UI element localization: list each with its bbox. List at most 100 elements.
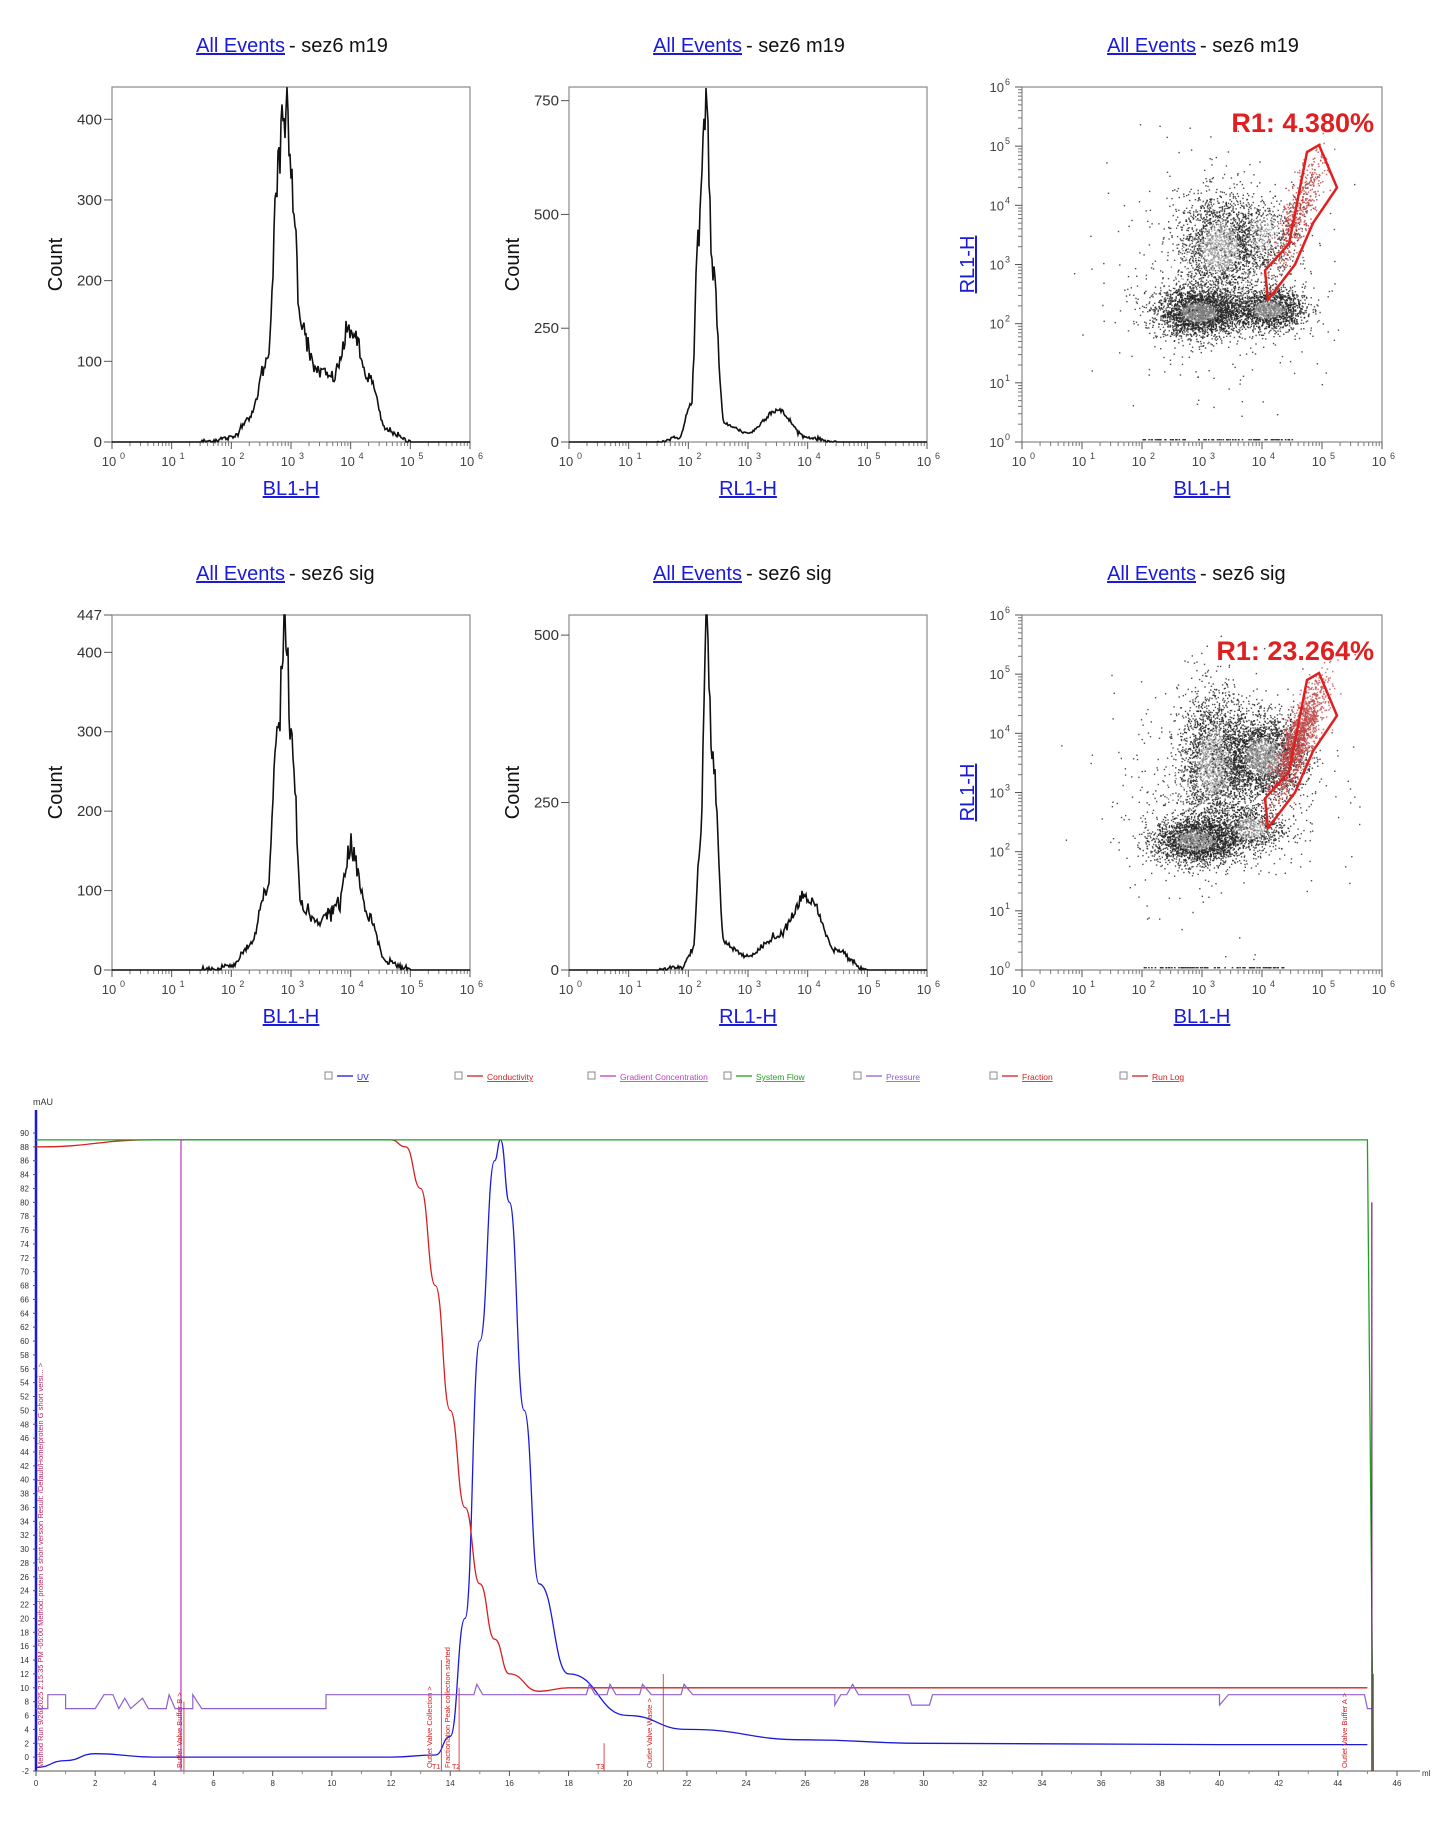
event-dot: [1182, 327, 1183, 328]
event-dot: [1230, 323, 1231, 324]
event-dot: [1278, 312, 1279, 313]
event-dot: [1161, 303, 1162, 304]
event-dot: [1166, 295, 1167, 296]
event-dot: [1208, 311, 1209, 312]
event-dot: [1248, 288, 1249, 289]
event-dot: [1147, 311, 1148, 312]
event-dot: [1296, 333, 1297, 334]
event-dot: [1276, 324, 1277, 325]
event-dot: [1219, 329, 1220, 330]
x-tick-label: 10: [1132, 454, 1146, 469]
event-dot: [1169, 314, 1170, 315]
event-dot: [1258, 304, 1259, 305]
event-dot: [1196, 325, 1197, 326]
event-dot: [1149, 320, 1150, 321]
event-dot: [1224, 320, 1225, 321]
event-dot: [1270, 287, 1271, 288]
event-dot: [1291, 302, 1292, 303]
event-dot: [1233, 310, 1234, 311]
event-dot: [1165, 340, 1166, 341]
event-dot: [1305, 286, 1306, 287]
event-dot: [1276, 315, 1277, 316]
event-dot: [1165, 308, 1166, 309]
x-tick-label: 10: [618, 454, 632, 469]
event-dot: [1284, 308, 1285, 309]
event-dot: [1187, 302, 1188, 303]
panel-title-text: - sez6 m19: [289, 35, 388, 57]
event-dot: [1257, 319, 1258, 320]
event-dot: [1183, 334, 1184, 335]
event-dot: [1170, 297, 1171, 298]
event-dot: [1203, 342, 1204, 343]
x-tick-exponent: 2: [1150, 451, 1155, 461]
event-dot: [1180, 285, 1181, 286]
event-dot: [1137, 303, 1138, 304]
event-dot: [1160, 317, 1161, 318]
event-dot: [1245, 313, 1246, 314]
event-dot: [1144, 292, 1145, 293]
event-dot: [1216, 343, 1217, 344]
event-dot: [1179, 305, 1180, 306]
event-dot: [1152, 309, 1153, 310]
event-dot: [1149, 303, 1150, 304]
event-dot: [1211, 329, 1212, 330]
event-dot: [1196, 308, 1197, 309]
event-dot: [1198, 319, 1199, 320]
event-dot: [1170, 314, 1171, 315]
event-dot: [1290, 288, 1291, 289]
panel-p1: All Events - sez6 m1910 0 10 1 10 2 10 3 10 4 10 5 10…: [45, 35, 483, 500]
event-dot: [1302, 297, 1303, 298]
event-dot: [1278, 291, 1279, 292]
event-dot: [1153, 311, 1154, 312]
event-dot: [1272, 289, 1273, 290]
event-dot: [1225, 297, 1226, 298]
event-dot: [1238, 318, 1239, 319]
event-dot: [1227, 325, 1228, 326]
event-dot: [1193, 301, 1194, 302]
event-dot: [1217, 302, 1218, 303]
event-dot: [1276, 299, 1277, 300]
event-dot: [1207, 329, 1208, 330]
x-tick-exponent: 0: [120, 451, 125, 461]
event-dot: [1230, 314, 1231, 315]
event-dot: [1163, 327, 1164, 328]
event-dot: [1231, 319, 1232, 320]
event-dot: [1254, 300, 1255, 301]
event-dot: [1255, 293, 1256, 294]
event-dot: [1278, 311, 1279, 312]
event-dot: [1207, 325, 1208, 326]
event-dot: [1238, 297, 1239, 298]
event-dot: [1202, 335, 1203, 336]
event-dot: [1303, 284, 1304, 285]
event-dot: [1213, 310, 1214, 311]
event-dot: [1174, 306, 1175, 307]
event-dot: [1258, 299, 1259, 300]
y-tick-label: 10: [990, 139, 1004, 154]
event-dot: [1208, 328, 1209, 329]
y-tick-label: 10: [990, 317, 1004, 332]
y-tick-label: 400: [77, 111, 102, 128]
event-dot: [1226, 309, 1227, 310]
event-dot: [1270, 300, 1271, 301]
event-dot: [1263, 335, 1264, 336]
event-dot: [1201, 312, 1202, 313]
event-dot: [1243, 294, 1244, 295]
event-dot: [1178, 315, 1179, 316]
event-dot: [1188, 284, 1189, 285]
event-dot: [1256, 315, 1257, 316]
event-dot: [1167, 291, 1168, 292]
event-dot: [1170, 317, 1171, 318]
event-dot: [1186, 334, 1187, 335]
event-dot: [1289, 303, 1290, 304]
event-dot: [1215, 309, 1216, 310]
event-dot: [1182, 356, 1183, 357]
x-tick-exponent: 4: [359, 451, 364, 461]
event-dot: [1208, 292, 1209, 293]
event-dot: [1223, 284, 1224, 285]
event-dot: [1279, 312, 1280, 313]
event-dot: [1167, 295, 1168, 296]
event-dot: [1204, 337, 1205, 338]
event-dot: [1166, 307, 1167, 308]
event-dot: [1239, 324, 1240, 325]
event-dot: [1136, 301, 1137, 302]
